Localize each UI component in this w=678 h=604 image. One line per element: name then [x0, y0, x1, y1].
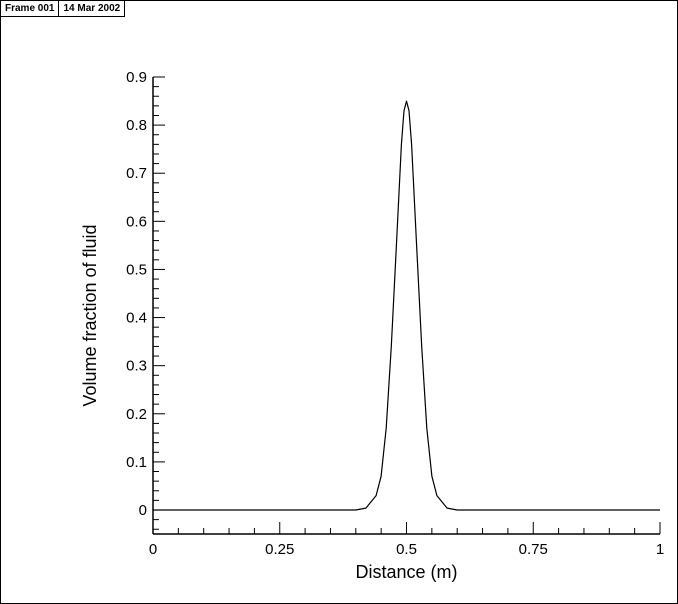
y-axis-label: Volume fraction of fluid: [80, 224, 100, 406]
x-tick-label: 0.5: [396, 541, 417, 558]
x-axis-label: Distance (m): [355, 562, 457, 582]
y-tick-label: 0.6: [126, 213, 147, 230]
date-label: 14 Mar 2002: [58, 1, 124, 16]
y-tick-label: 0.1: [126, 454, 147, 471]
axes: [152, 77, 660, 535]
series-line: [153, 100, 660, 511]
series-group: [153, 100, 660, 511]
x-tick-label: 0.25: [265, 541, 294, 558]
x-tick-label: 1: [656, 541, 664, 558]
y-tick-label: 0.2: [126, 406, 147, 423]
x-tick-label: 0: [149, 541, 157, 558]
y-tick-label: 0.4: [126, 310, 147, 327]
x-tick-label: 0.75: [519, 541, 548, 558]
y-tick-label: 0.7: [126, 165, 147, 182]
y-tick-label: 0.9: [126, 69, 147, 86]
frame-header: Frame 001 14 Mar 2002: [1, 1, 126, 17]
y-tick-label: 0: [139, 502, 147, 519]
y-tick-label: 0.5: [126, 261, 147, 278]
y-tick-label: 0.3: [126, 358, 147, 375]
ticks: 0 0.1 0.2 0.3 0.4 0.5 0.6 0.7 0.8 0.9 0 0.25 0.5 0.75…: [126, 69, 664, 558]
frame-label: Frame 001: [5, 3, 55, 14]
y-tick-label: 0.8: [126, 117, 147, 134]
